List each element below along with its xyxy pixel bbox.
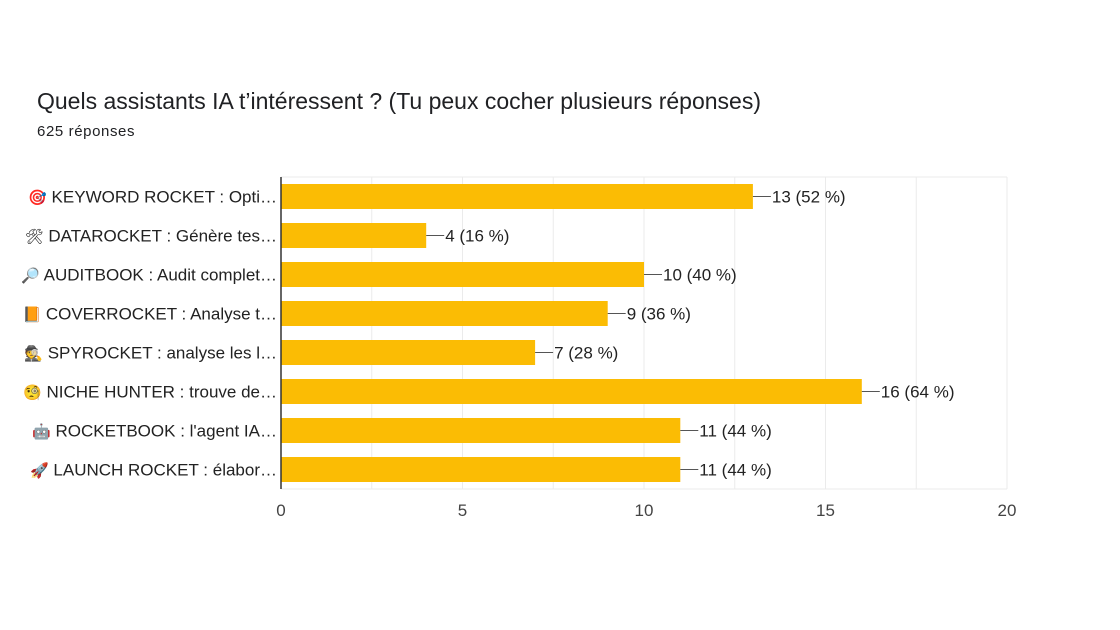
category-icon: 📙 <box>22 306 41 324</box>
category-label: 🎯 KEYWORD ROCKET : Opti… <box>28 188 277 207</box>
x-tick-label: 20 <box>998 501 1017 520</box>
category-icon: 🔎 <box>21 266 40 285</box>
value-label: 9 (36 %) <box>627 305 691 324</box>
labels: 13 (52 %) 🎯 KEYWORD ROCKET : Opti… 4 (16 %… <box>21 188 954 480</box>
x-tick-label: 10 <box>635 501 654 520</box>
category-text: AUDITBOOK : Audit complet… <box>40 266 277 285</box>
category-label: 🕵 SPYROCKET : analyse les l… <box>24 344 277 363</box>
value-label: 11 (44 %) <box>699 461 771 480</box>
bar <box>281 340 536 365</box>
response-count: 625 réponses <box>37 123 136 140</box>
category-icon: 🧐 <box>23 384 42 402</box>
category-text: NICHE HUNTER : trouve de… <box>42 383 277 402</box>
category-label: 🛠 DATAROCKET : Génère tes… <box>25 227 277 246</box>
value-label: 16 (64 %) <box>881 383 955 402</box>
bar <box>281 262 644 287</box>
bar <box>281 301 608 326</box>
category-icon: 🛠 <box>25 228 44 246</box>
category-text: DATAROCKET : Génère tes… <box>44 227 277 246</box>
category-label: 🔎 AUDITBOOK : Audit complet… <box>21 266 277 285</box>
chart-title: Quels assistants IA t’intéressent ? (Tu … <box>37 88 761 114</box>
category-icon: 🎯 <box>28 189 47 207</box>
bar <box>281 223 427 248</box>
category-label: 🧐 NICHE HUNTER : trouve de… <box>23 383 277 402</box>
value-label: 10 (40 %) <box>663 266 737 285</box>
value-label: 13 (52 %) <box>772 188 846 207</box>
category-text: ROCKETBOOK : l'agent IA… <box>51 422 277 441</box>
category-icon: 🚀 <box>30 462 49 480</box>
axes: 0 5 10 15 20 <box>276 177 1016 520</box>
category-text: SPYROCKET : analyse les l… <box>43 344 277 363</box>
x-tick-label: 5 <box>458 501 467 520</box>
bar <box>281 379 862 404</box>
bar <box>281 457 681 482</box>
value-label: 7 (28 %) <box>554 344 618 363</box>
category-label: 🚀 LAUNCH ROCKET : élabor… <box>30 461 277 480</box>
category-icon: 🤖 <box>32 423 51 441</box>
value-label: 4 (16 %) <box>445 227 509 246</box>
bars <box>281 184 862 482</box>
value-label: 11 (44 %) <box>699 422 771 441</box>
category-icon: 🕵 <box>24 345 43 363</box>
category-text: LAUNCH ROCKET : élabor… <box>49 461 277 480</box>
x-tick-label: 15 <box>816 501 835 520</box>
bar <box>281 184 753 209</box>
category-text: COVERROCKET : Analyse t… <box>41 305 277 324</box>
category-label: 🤖 ROCKETBOOK : l'agent IA… <box>32 422 277 441</box>
category-label: 📙 COVERROCKET : Analyse t… <box>22 305 277 324</box>
category-text: KEYWORD ROCKET : Opti… <box>47 188 277 207</box>
bar <box>281 418 681 443</box>
x-tick-label: 0 <box>276 501 285 520</box>
